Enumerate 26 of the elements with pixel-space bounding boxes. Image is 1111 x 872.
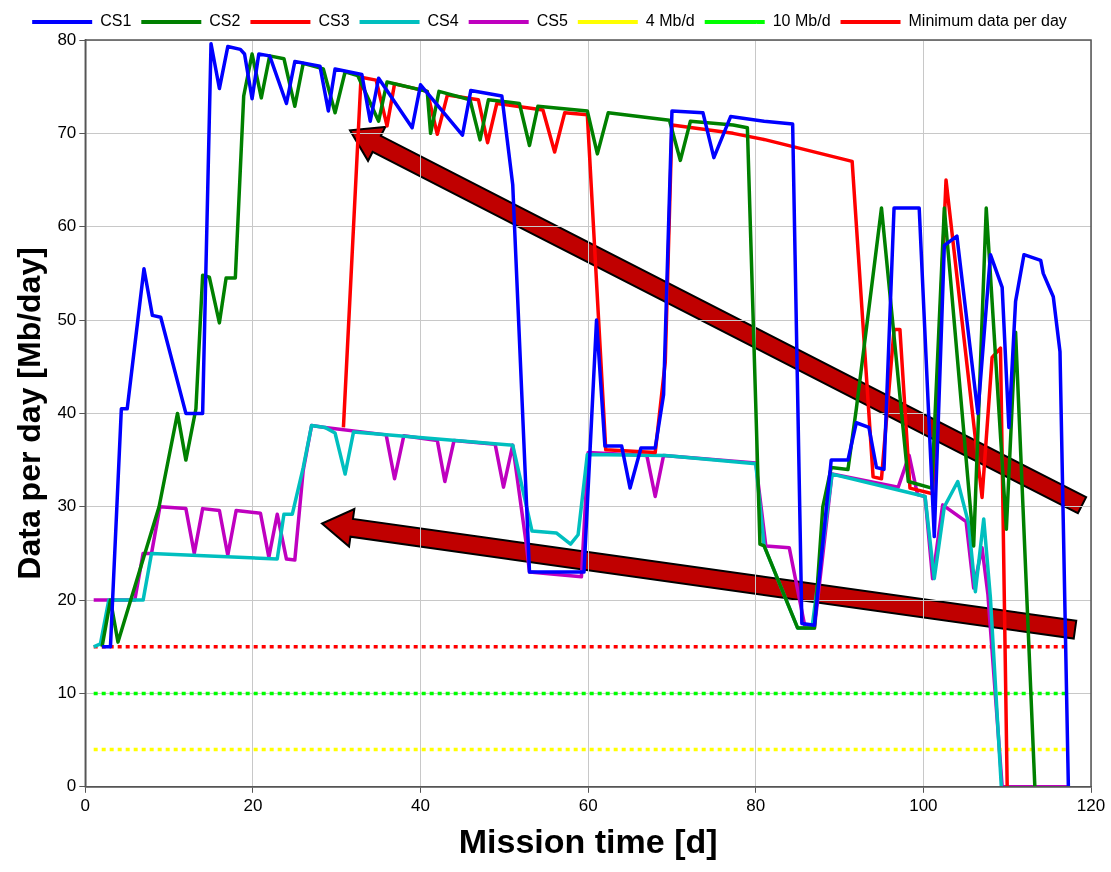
x-tick-label: 120 — [1076, 795, 1106, 815]
y-axis-title: Data per day [Mb/day] — [11, 247, 48, 580]
x-tick-label: 100 — [909, 795, 938, 815]
legend-label: CS4 — [427, 12, 459, 30]
y-tick-label: 0 — [66, 776, 77, 796]
x-tick-label: 60 — [578, 795, 598, 815]
y-tick-label: 80 — [57, 29, 77, 49]
y-tick-label: 50 — [57, 309, 77, 329]
y-tick-label: 10 — [57, 683, 77, 703]
legend-label: 10 Mb/d — [772, 12, 831, 30]
y-tick-label: 30 — [57, 496, 77, 516]
x-axis-title: Mission time [d] — [458, 821, 718, 860]
x-tick-label: 40 — [411, 795, 430, 815]
x-tick-label: 80 — [746, 795, 766, 815]
y-tick-label: 40 — [57, 403, 77, 423]
legend-label: Minimum data per day — [908, 12, 1067, 30]
y-tick-label: 20 — [57, 589, 77, 609]
y-tick-label: 70 — [57, 123, 77, 143]
legend-label: CS2 — [209, 12, 241, 30]
x-tick-label: 20 — [243, 795, 263, 815]
x-tick-label: 0 — [80, 795, 91, 815]
legend-label: CS5 — [536, 12, 568, 30]
legend-label: CS3 — [318, 12, 350, 30]
legend-label: CS1 — [100, 12, 132, 30]
y-tick-label: 60 — [57, 216, 77, 236]
legend-label: 4 Mb/d — [645, 12, 695, 30]
